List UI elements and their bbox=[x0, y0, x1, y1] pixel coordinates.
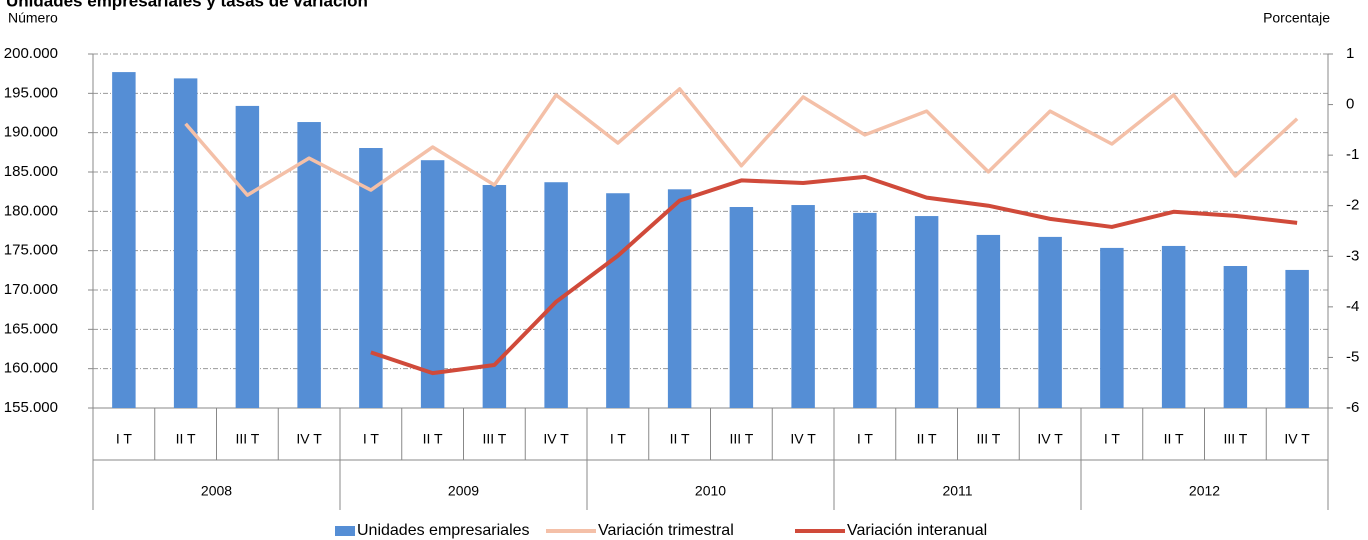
bar bbox=[606, 193, 630, 408]
x-tick-label: II T bbox=[1164, 431, 1184, 447]
chart-title: Unidades empresariales y tasas de variac… bbox=[6, 0, 368, 10]
y2-tick-label: 1 bbox=[1346, 45, 1354, 62]
y-axis-label: Número bbox=[8, 10, 58, 26]
y-tick-label: 155.000 bbox=[4, 399, 58, 416]
bar bbox=[173, 78, 198, 409]
x-tick-label: II T bbox=[423, 431, 443, 447]
bar bbox=[1100, 247, 1124, 408]
bar bbox=[482, 184, 507, 408]
line bbox=[184, 87, 1299, 197]
bar bbox=[544, 182, 568, 408]
x-tick-label: III T bbox=[235, 431, 259, 447]
y2-tick-label: 0 bbox=[1346, 96, 1354, 113]
y-tick-label: 185.000 bbox=[4, 163, 58, 180]
x-tick-label: I T bbox=[116, 431, 133, 447]
x-tick-label: II T bbox=[670, 431, 690, 447]
y2-axis-label: Porcentaje bbox=[1263, 10, 1330, 26]
y-tick-label: 180.000 bbox=[4, 202, 58, 219]
bar bbox=[1161, 245, 1186, 408]
bar bbox=[667, 189, 692, 408]
x-tick-label: IV T bbox=[790, 431, 816, 447]
y2-tick-label: -4 bbox=[1346, 298, 1359, 315]
y-tick-label: 170.000 bbox=[4, 281, 58, 298]
x-tick-label: III T bbox=[976, 431, 1000, 447]
y-tick-label: 160.000 bbox=[4, 360, 58, 377]
x-tick-label: IV T bbox=[1037, 431, 1063, 447]
bar bbox=[235, 105, 260, 409]
bar bbox=[976, 234, 1001, 408]
x-tick-label: IV T bbox=[296, 431, 322, 447]
x-tick-label: III T bbox=[482, 431, 506, 447]
bar bbox=[853, 212, 877, 408]
bar bbox=[914, 216, 939, 408]
y-tick-label: 200.000 bbox=[4, 45, 58, 62]
y2-tick-label: -1 bbox=[1346, 146, 1359, 163]
bar bbox=[112, 72, 136, 409]
legend-label: Variación interanual bbox=[847, 522, 987, 539]
y-tick-label: 175.000 bbox=[4, 242, 58, 259]
x-tick-label: I T bbox=[610, 431, 627, 447]
x-tick-label: I T bbox=[1104, 431, 1121, 447]
y-tick-label: 190.000 bbox=[4, 124, 58, 141]
x-tick-label: I T bbox=[857, 431, 874, 447]
group-label: 2009 bbox=[448, 483, 479, 499]
legend-label: Unidades empresariales bbox=[357, 522, 530, 539]
x-tick-label: I T bbox=[363, 431, 380, 447]
group-label: 2012 bbox=[1189, 483, 1220, 499]
y2-tick-label: -5 bbox=[1346, 348, 1359, 365]
group-label: 2008 bbox=[201, 483, 232, 499]
bar bbox=[420, 160, 445, 408]
y2-tick-label: -3 bbox=[1346, 247, 1359, 264]
group-label: 2010 bbox=[695, 483, 726, 499]
bar bbox=[1038, 236, 1062, 408]
legend-swatch bbox=[335, 526, 355, 536]
bar bbox=[1285, 269, 1309, 408]
bar bbox=[791, 205, 815, 408]
bar bbox=[729, 207, 754, 408]
bar bbox=[359, 148, 383, 409]
line bbox=[370, 174, 1298, 376]
legend-label: Variación trimestral bbox=[598, 522, 734, 539]
bar bbox=[297, 122, 321, 409]
y-tick-label: 195.000 bbox=[4, 84, 58, 101]
x-tick-label: IV T bbox=[1284, 431, 1310, 447]
x-tick-label: III T bbox=[1223, 431, 1247, 447]
y2-tick-label: -2 bbox=[1346, 197, 1359, 214]
group-label: 2011 bbox=[942, 483, 972, 499]
y-tick-label: 165.000 bbox=[4, 320, 58, 337]
bar bbox=[1223, 266, 1248, 408]
x-tick-label: II T bbox=[176, 431, 196, 447]
x-tick-label: IV T bbox=[543, 431, 569, 447]
y2-tick-label: -6 bbox=[1346, 399, 1359, 416]
x-tick-label: III T bbox=[729, 431, 753, 447]
x-tick-label: II T bbox=[917, 431, 937, 447]
